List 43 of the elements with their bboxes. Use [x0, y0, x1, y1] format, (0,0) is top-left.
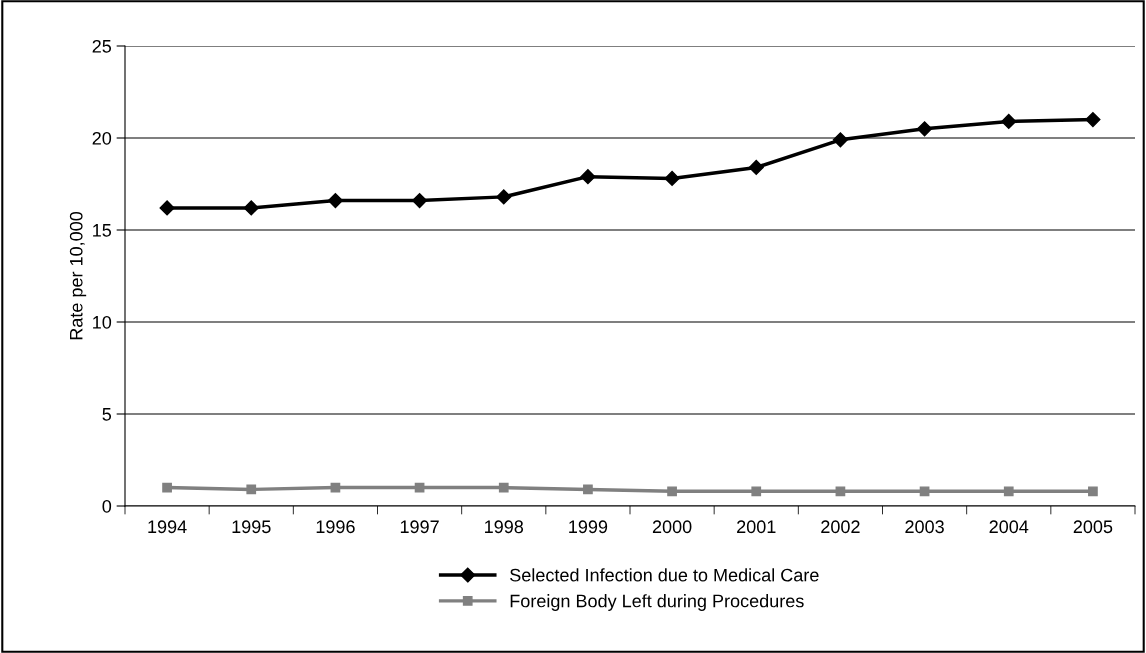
point [412, 192, 428, 209]
point [243, 200, 259, 216]
y-axis-title: Rate per 10,000 [69, 211, 87, 340]
x-tick-label: 2003 [905, 520, 944, 534]
point [498, 482, 509, 493]
point [748, 159, 764, 176]
point [246, 484, 257, 495]
y-tick-label: 15 [93, 224, 112, 237]
point [835, 486, 846, 497]
point [496, 189, 512, 205]
point [751, 486, 762, 497]
point [664, 170, 680, 187]
point [327, 192, 343, 209]
x-tick-label: 1997 [400, 520, 439, 534]
point [1003, 486, 1014, 497]
point [919, 486, 930, 497]
point [583, 484, 593, 495]
x-tick-label: 1994 [148, 520, 187, 534]
x-tick-label: 1998 [485, 520, 524, 534]
point [667, 486, 677, 497]
point [917, 121, 933, 137]
y-tick-label: 5 [102, 408, 112, 421]
point [1085, 112, 1101, 128]
point [832, 132, 848, 148]
x-tick-label: 1996 [316, 520, 355, 534]
point [162, 482, 172, 493]
y-tick-label: 20 [92, 131, 112, 145]
x-tick-label: 1995 [232, 520, 271, 534]
x-tick-label: 2001 [737, 520, 776, 534]
legend-label: Foreign Body Left during Procedures [510, 594, 804, 611]
y-tick-label: 10 [93, 315, 112, 329]
x-tick-label: 2002 [821, 520, 860, 534]
x-tick-label: 2005 [1073, 520, 1113, 534]
y-tick-label: 25 [92, 39, 112, 53]
legend-label: Selected Infection due to Medical Care [510, 568, 819, 582]
point [1001, 113, 1017, 130]
y-tick-label: 0 [102, 499, 112, 513]
x-tick-label: 1999 [569, 520, 608, 534]
point [1088, 486, 1098, 497]
x-tick-label: 2000 [652, 520, 692, 534]
point [580, 169, 596, 185]
point [159, 200, 175, 216]
x-tick-label: 2004 [989, 520, 1029, 534]
